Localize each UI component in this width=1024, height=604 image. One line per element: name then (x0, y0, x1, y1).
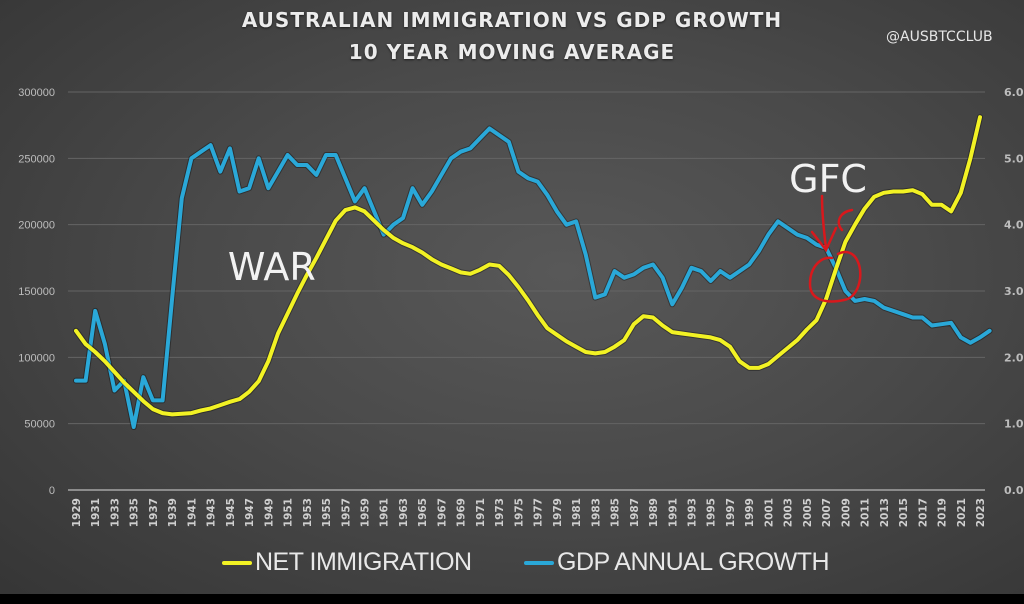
y-right-tick-label: 6.0 (1004, 86, 1024, 99)
x-tick-label: 1959 (360, 498, 372, 527)
x-tick-label: 1947 (244, 498, 256, 527)
x-tick-label: 1941 (186, 498, 198, 527)
x-tick-label: 1961 (379, 498, 391, 527)
x-tick-label: 1931 (90, 498, 102, 527)
y-right-tick-label: 3.0 (1004, 285, 1024, 298)
x-tick-label: 1995 (706, 498, 718, 527)
x-tick-label: 1977 (533, 498, 545, 527)
x-tick-label: 2011 (860, 498, 872, 527)
x-tick-label: 1971 (475, 498, 487, 527)
y-left-tick-label: 200000 (18, 220, 55, 232)
y-left-tick-label: 100000 (18, 352, 55, 364)
legend-label-gdp: GDP ANNUAL GROWTH (557, 548, 830, 576)
x-tick-label: 1963 (398, 498, 410, 527)
legend-swatch-gdp (524, 560, 554, 565)
x-tick-label: 2015 (898, 498, 910, 527)
x-tick-label: 1965 (417, 498, 429, 527)
x-tick-label: 1945 (225, 498, 237, 527)
x-tick-label: 1987 (629, 498, 641, 527)
x-tick-label: 1955 (321, 498, 333, 527)
x-tick-label: 1937 (148, 498, 160, 527)
left-y-axis: 0 50000 100000 150000 200000 250000 300000 (18, 87, 55, 497)
x-tick-label: 1933 (109, 498, 121, 527)
gfc-arrow (810, 194, 838, 253)
x-tick-label: 1935 (129, 498, 141, 527)
x-tick-label: 1939 (167, 498, 179, 527)
right-y-axis: 0.0 1.0 2.0 3.0 4.0 5.0 6.0 (1004, 86, 1024, 497)
legend-item-gdp: GDP ANNUAL GROWTH (524, 548, 830, 577)
x-tick-label: 2009 (840, 498, 852, 527)
social-handle: @AUSBTCCLUB (886, 29, 993, 45)
x-tick-label: 1989 (648, 498, 660, 527)
x-tick-label: 1951 (283, 498, 295, 527)
y-left-tick-label: 50000 (24, 419, 55, 431)
x-tick-label: 2017 (917, 498, 929, 527)
chart-title-line1: AUSTRALIAN IMMIGRATION VS GDP GROWTH (241, 8, 783, 32)
y-right-tick-label: 1.0 (1004, 418, 1024, 431)
x-tick-label: 2003 (783, 498, 795, 527)
x-tick-label: 1991 (667, 498, 679, 527)
series-lines (73, 114, 993, 430)
x-tick-label: 2005 (802, 498, 814, 527)
bottom-bar (0, 594, 1024, 604)
legend-label-immigration: NET IMMIGRATION (255, 548, 472, 576)
x-tick-label: 2019 (937, 498, 949, 527)
legend-item-immigration: NET IMMIGRATION (222, 548, 472, 577)
y-right-tick-label: 0.0 (1004, 484, 1024, 497)
y-left-tick-label: 150000 (18, 286, 55, 298)
x-tick-label: 1983 (590, 498, 602, 527)
x-tick-label: 2013 (879, 498, 891, 527)
x-tick-label: 1973 (494, 498, 506, 527)
x-tick-label: 1997 (725, 498, 737, 527)
x-tick-label: 1985 (610, 498, 622, 527)
gfc-red-marker (808, 194, 862, 303)
y-left-tick-label: 0 (49, 485, 55, 497)
x-tick-label: 1967 (436, 498, 448, 527)
x-tick-label: 1981 (571, 498, 583, 527)
gfc-circle (808, 208, 862, 303)
y-right-tick-label: 2.0 (1004, 351, 1024, 364)
gridlines (68, 91, 985, 491)
x-tick-label: 1999 (744, 498, 756, 527)
y-right-tick-label: 5.0 (1004, 152, 1024, 165)
x-tick-label: 1957 (340, 498, 352, 527)
x-tick-label: 1975 (513, 498, 525, 527)
x-tick-label: 1953 (302, 498, 314, 527)
x-tick-label: 2007 (821, 498, 833, 527)
x-tick-label: 1993 (686, 498, 698, 527)
annotation-gfc: GFC (789, 157, 867, 201)
line-net-immigration (74, 115, 982, 417)
x-tick-label: 1943 (206, 498, 218, 527)
x-axis: 1929 1931 1933 1935 1937 1939 1941 1943 1945 1947… (71, 498, 987, 527)
x-tick-label: 2023 (975, 498, 987, 527)
y-left-tick-label: 250000 (18, 153, 55, 165)
line-gdp-growth (74, 126, 992, 429)
x-tick-label: 1969 (456, 498, 468, 527)
x-tick-label: 2001 (763, 498, 775, 527)
x-tick-label: 1979 (552, 498, 564, 527)
x-tick-label: 1929 (71, 498, 83, 527)
chart-title-line2: 10 YEAR MOVING AVERAGE (348, 40, 676, 64)
annotations: WAR GFC (228, 157, 867, 303)
legend-swatch-immigration (222, 560, 252, 565)
annotation-war: WAR (228, 245, 316, 289)
y-right-tick-label: 4.0 (1004, 219, 1024, 232)
x-tick-label: 2021 (956, 498, 968, 527)
y-left-tick-label: 300000 (18, 87, 55, 99)
x-tick-label: 1949 (263, 498, 275, 527)
